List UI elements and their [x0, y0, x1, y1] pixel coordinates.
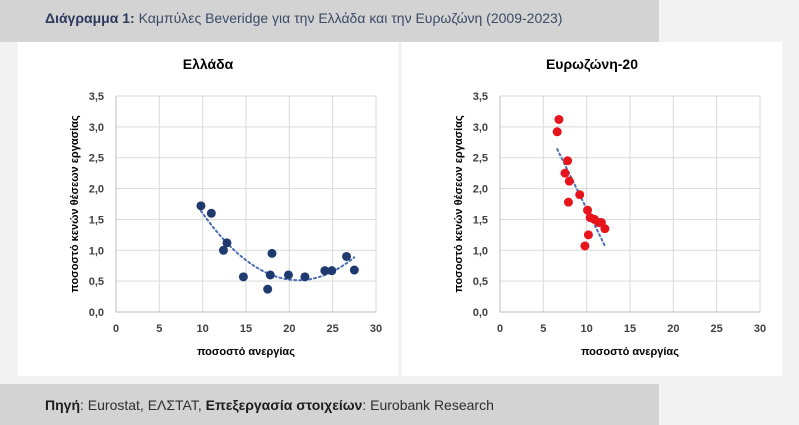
- data-point: [218, 245, 228, 255]
- y-tick-label: 0,0: [89, 307, 104, 319]
- data-point: [267, 248, 277, 258]
- source-label: Πηγή: [45, 397, 80, 413]
- x-axis-label: ποσοστό ανεργίας: [197, 346, 295, 358]
- footer-band: [0, 384, 659, 425]
- data-point: [222, 238, 232, 248]
- chart-greece: Ελλάδα 0 5 10 15 20 25 30 0,0 0,5 1,0 1,5 2,0 2,5 3,0…: [18, 42, 398, 376]
- header-band: [0, 0, 659, 42]
- processing-text: : Eurobank Research: [362, 397, 494, 413]
- data-point: [238, 272, 248, 282]
- y-axis-label: ποσοστό κενών θέσεων εργασίας: [69, 115, 81, 293]
- y-tick-label: 2,0: [89, 184, 104, 196]
- data-point: [564, 176, 574, 186]
- x-tick-label: 25: [711, 323, 723, 335]
- data-point: [320, 266, 330, 276]
- x-tick-label: 0: [113, 323, 119, 335]
- x-tick-label: 20: [667, 323, 679, 335]
- x-tick-label: 30: [754, 323, 766, 335]
- data-point: [263, 284, 273, 294]
- y-tick-label: 3,0: [89, 122, 104, 134]
- y-tick-label: 3,0: [473, 122, 488, 134]
- figure-title-text: Καμπύλες Beveridge για την Ελλάδα και τη…: [138, 10, 563, 26]
- y-tick-label: 0,5: [89, 276, 104, 288]
- data-point: [327, 266, 337, 276]
- figure-title: Διάγραμμα 1: Καμπύλες Beveridge για την …: [45, 10, 562, 26]
- y-tick-label: 3,5: [473, 91, 488, 103]
- y-tick-label: 1,5: [473, 214, 488, 226]
- x-tick-label: 10: [581, 323, 593, 335]
- chart-svg-greece: 0 5 10 15 20 25 30 0,0 0,5 1,0 1,5 2,0 2,5 3,0 3,5 ποσο…: [69, 91, 382, 358]
- y-tick-label: 1,0: [473, 245, 488, 257]
- y-tick-label: 2,5: [89, 153, 104, 165]
- x-tick-label: 10: [197, 323, 209, 335]
- x-axis-label: ποσοστό ανεργίας: [581, 346, 679, 358]
- data-point: [342, 251, 352, 261]
- chart-title-greece: Ελλάδα: [182, 56, 234, 72]
- source-note: Πηγή: Eurostat, ΕΛΣΤΑΤ, Επεξεργασία στοι…: [45, 397, 494, 413]
- y-axis-label: ποσοστό κενών θέσεων εργασίας: [453, 115, 465, 293]
- data-point: [563, 197, 573, 207]
- data-point: [349, 265, 359, 275]
- x-tick-label: 25: [327, 323, 339, 335]
- chart-title-eurozone: Ευρωζώνη-20: [545, 56, 639, 72]
- data-point: [196, 201, 206, 211]
- y-tick-label: 1,0: [89, 245, 104, 257]
- data-point: [563, 156, 573, 166]
- x-tick-label: 0: [497, 323, 503, 335]
- figure-title-prefix: Διάγραμμα 1:: [45, 10, 135, 26]
- chart-svg-eurozone: 0 5 10 15 20 25 30 0,0 0,5 1,0 1,5 2,0 2,5 3,0 3,5 ποσο…: [453, 91, 766, 358]
- x-tick-label: 30: [370, 323, 382, 335]
- data-point: [554, 114, 564, 124]
- processing-label: Επεξεργασία στοιχείων: [205, 397, 363, 413]
- y-tick-label: 3,5: [89, 91, 104, 103]
- y-tick-label: 0,0: [473, 307, 488, 319]
- x-tick-label: 20: [283, 323, 295, 335]
- y-tick-label: 2,0: [473, 184, 488, 196]
- data-point: [265, 270, 275, 280]
- data-point: [552, 127, 562, 137]
- data-point: [580, 241, 590, 251]
- data-point: [283, 270, 293, 280]
- x-tick-label: 15: [240, 323, 252, 335]
- data-point: [560, 168, 570, 178]
- data-point: [583, 205, 593, 215]
- y-tick-label: 1,5: [89, 214, 104, 226]
- chart-eurozone: Ευρωζώνη-20 0 5 10 15 20 25 30 0,0 0,5 1,0 1,5 2,0 2…: [402, 42, 782, 376]
- data-point: [583, 230, 593, 240]
- data-point: [575, 190, 585, 200]
- x-tick-label: 5: [540, 323, 546, 335]
- data-point: [300, 272, 310, 282]
- trendline: [556, 148, 606, 247]
- x-tick-label: 15: [624, 323, 636, 335]
- data-point: [206, 208, 216, 218]
- data-point: [600, 224, 610, 234]
- y-tick-label: 2,5: [473, 153, 488, 165]
- source-text: : Eurostat, ΕΛΣΤΑΤ,: [80, 397, 206, 413]
- x-tick-label: 5: [156, 323, 162, 335]
- y-tick-label: 0,5: [473, 276, 488, 288]
